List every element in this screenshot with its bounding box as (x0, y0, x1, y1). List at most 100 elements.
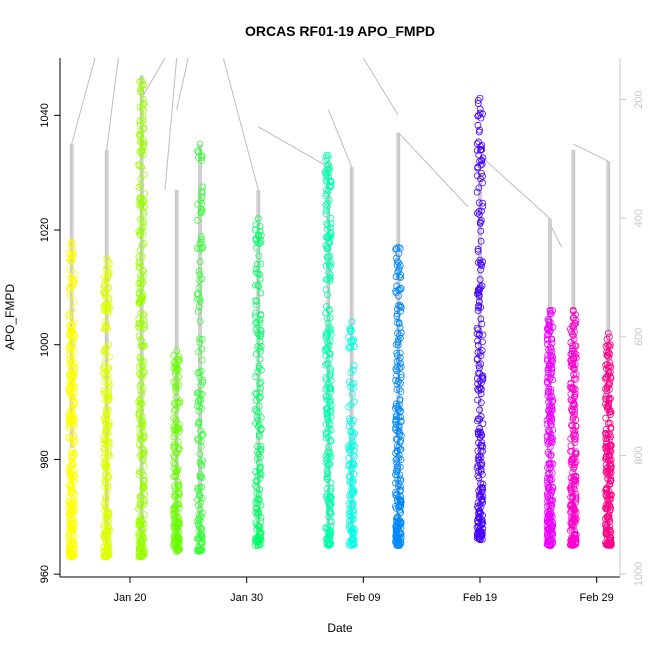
data-point (607, 408, 615, 416)
data-point (70, 439, 78, 447)
data-point (568, 328, 575, 336)
data-point (257, 378, 265, 386)
x-tick-label: Feb 19 (463, 592, 497, 604)
data-point (322, 385, 330, 393)
data-point (545, 317, 553, 324)
data-point (65, 530, 73, 537)
data-point (324, 259, 332, 267)
data-point (607, 541, 615, 549)
data-point (474, 385, 482, 393)
data-point (545, 331, 553, 339)
data-point (69, 355, 77, 363)
data-point (571, 438, 579, 446)
data-point (395, 443, 403, 451)
data-point (70, 249, 77, 257)
data-point (252, 297, 260, 305)
data-point (604, 352, 612, 360)
data-point (478, 320, 486, 328)
data-point (140, 462, 148, 470)
data-point (395, 259, 402, 267)
data-point (139, 373, 146, 381)
data-point (478, 461, 485, 469)
data-point (256, 380, 263, 388)
data-point (100, 532, 108, 539)
data-point (327, 436, 334, 444)
data-point (254, 423, 262, 431)
data-point (572, 473, 580, 481)
data-point (394, 476, 402, 484)
data-point (324, 542, 332, 549)
data-point (197, 499, 205, 507)
data-point (255, 362, 263, 370)
data-point (135, 441, 143, 448)
data-point (568, 507, 576, 515)
data-point (256, 238, 264, 246)
data-point (327, 365, 335, 373)
data-point (140, 125, 148, 133)
data-point (256, 223, 264, 230)
data-point (475, 456, 482, 464)
data-point (475, 331, 483, 339)
data-point (325, 238, 333, 246)
data-point (102, 344, 110, 352)
data-point (175, 481, 183, 489)
data-point (65, 547, 73, 555)
data-point (547, 537, 555, 545)
data-point (393, 464, 401, 471)
data-point (65, 312, 73, 320)
data-point (194, 420, 202, 428)
data-point (322, 393, 330, 401)
data-point (327, 479, 335, 487)
data-point (604, 496, 612, 504)
data-point (194, 534, 202, 542)
data-point (571, 427, 579, 435)
data-point (603, 485, 611, 493)
data-point (322, 276, 330, 283)
data-point (322, 404, 330, 412)
data-point (548, 487, 556, 494)
data-point (69, 280, 77, 288)
data-point (479, 179, 487, 187)
data-point (194, 397, 202, 405)
data-point (478, 347, 486, 354)
data-point (327, 224, 335, 232)
data-point (327, 368, 335, 376)
data-point (69, 489, 76, 496)
data-point (602, 505, 610, 513)
data-point (347, 495, 355, 503)
data-point (603, 504, 611, 512)
data-point (393, 254, 400, 262)
data-point (476, 384, 484, 392)
x-axis-label: Date (327, 621, 353, 635)
data-point (102, 303, 109, 311)
data-point (256, 227, 264, 235)
data-point (100, 387, 108, 394)
data-point (136, 424, 144, 432)
data-point (349, 366, 357, 374)
data-point (170, 351, 178, 359)
right-axis-tick-label: 600 (633, 328, 645, 346)
data-point (253, 489, 261, 497)
data-point (253, 301, 260, 309)
data-point (172, 381, 180, 389)
data-point (137, 336, 145, 344)
data-point (256, 316, 264, 323)
data-point (140, 499, 148, 507)
data-point (140, 511, 148, 519)
data-point (397, 508, 405, 516)
data-point (345, 473, 353, 480)
data-point (349, 539, 357, 547)
data-point (547, 370, 555, 378)
data-point (138, 77, 146, 85)
data-point (255, 252, 263, 260)
data-point (173, 467, 181, 475)
data-point (475, 515, 483, 523)
data-point (322, 170, 330, 178)
data-point (547, 452, 554, 460)
data-point (138, 538, 146, 546)
data-point (326, 350, 333, 358)
data-point (607, 433, 614, 441)
data-point (138, 388, 145, 396)
data-point (68, 257, 76, 265)
data-point (572, 375, 580, 383)
